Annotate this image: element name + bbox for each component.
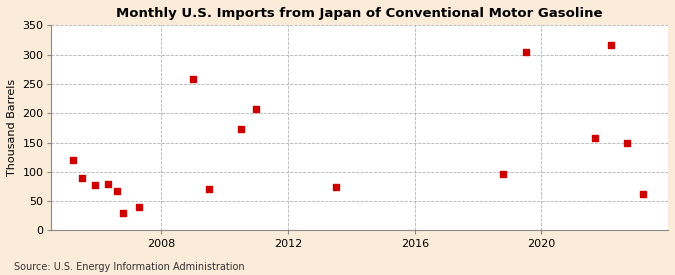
- Point: [590, 136, 601, 141]
- Point: [605, 42, 616, 47]
- Point: [622, 140, 632, 145]
- Point: [90, 183, 101, 187]
- Point: [251, 107, 262, 111]
- Point: [235, 127, 246, 131]
- Point: [637, 191, 648, 196]
- Point: [498, 171, 509, 176]
- Point: [330, 184, 341, 189]
- Point: [203, 187, 214, 192]
- Point: [134, 205, 144, 209]
- Title: Monthly U.S. Imports from Japan of Conventional Motor Gasoline: Monthly U.S. Imports from Japan of Conve…: [116, 7, 603, 20]
- Y-axis label: Thousand Barrels: Thousand Barrels: [7, 79, 17, 177]
- Point: [111, 188, 122, 193]
- Point: [118, 211, 129, 215]
- Point: [77, 175, 88, 180]
- Point: [188, 77, 198, 81]
- Point: [102, 182, 113, 186]
- Point: [520, 50, 531, 54]
- Text: Source: U.S. Energy Information Administration: Source: U.S. Energy Information Administ…: [14, 262, 244, 272]
- Point: [68, 158, 78, 162]
